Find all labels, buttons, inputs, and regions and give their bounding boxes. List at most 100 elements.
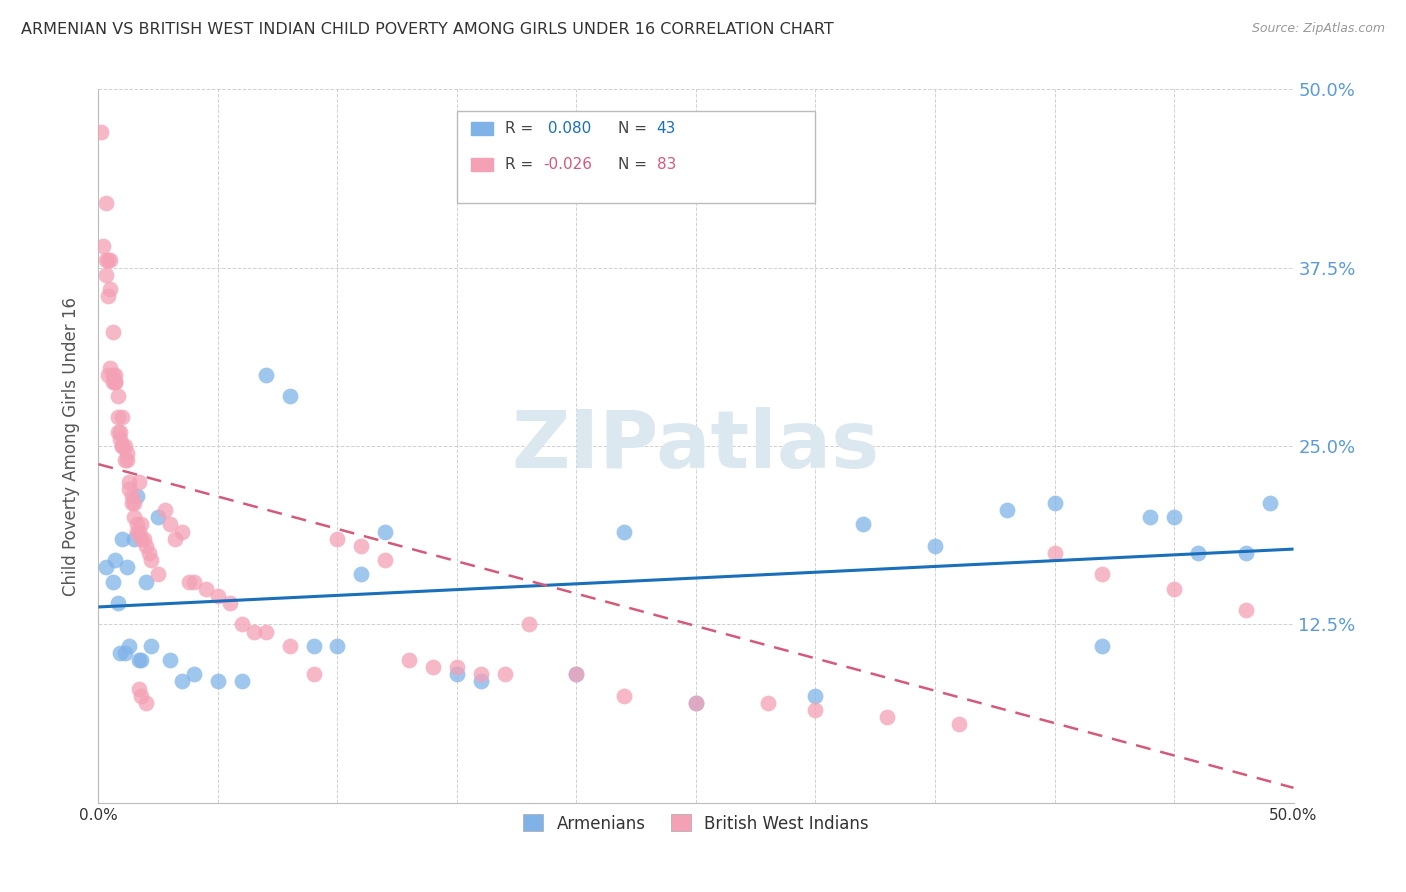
Text: N =: N = [619,157,652,171]
Point [159,653,181,667]
Point [139,639,162,653]
Point [118,482,141,496]
Point [155,503,177,517]
Point [114,646,136,660]
Point [183,574,205,589]
Point [115,453,138,467]
Point [422,660,444,674]
Point [398,653,420,667]
Text: ARMENIAN VS BRITISH WEST INDIAN CHILD POVERTY AMONG GIRLS UNDER 16 CORRELATION C: ARMENIAN VS BRITISH WEST INDIAN CHILD PO… [21,22,834,37]
Point [111,532,134,546]
Point [98,253,122,268]
Point [132,532,155,546]
Point [948,717,970,731]
Point [1258,496,1281,510]
Point [172,524,194,539]
Point [1043,496,1066,510]
Point [326,532,349,546]
Point [108,425,131,439]
Point [98,282,122,296]
Point [108,432,131,446]
Point [163,532,186,546]
Text: R =: R = [505,121,538,136]
Text: 0.080: 0.080 [543,121,592,136]
Text: 43: 43 [657,121,676,136]
Point [195,582,218,596]
Point [131,517,153,532]
Point [470,667,492,681]
Point [135,696,157,710]
Point [207,674,229,689]
Text: R =: R = [505,157,538,171]
Point [565,667,588,681]
Point [207,589,229,603]
Point [111,439,134,453]
Point [101,375,124,389]
Point [115,446,138,460]
Point [128,475,150,489]
Y-axis label: Child Poverty Among Girls Under 16: Child Poverty Among Girls Under 16 [62,296,80,596]
Point [374,553,396,567]
Point [97,289,120,303]
Point [131,689,153,703]
Point [139,553,162,567]
Point [118,639,141,653]
Point [1091,639,1114,653]
Point [302,667,325,681]
Point [101,325,124,339]
Point [121,489,143,503]
Point [172,674,194,689]
Point [1187,546,1209,560]
Point [131,532,153,546]
Point [128,524,150,539]
Point [94,268,117,282]
Point [107,425,129,439]
Point [1139,510,1161,524]
Point [613,689,636,703]
Point [114,439,136,453]
Point [107,596,129,610]
Point [804,689,827,703]
Point [924,539,946,553]
Point [104,375,127,389]
Point [108,646,131,660]
Point [125,524,148,539]
Point [1043,546,1066,560]
Point [183,667,205,681]
Point [446,660,468,674]
Point [685,696,707,710]
Point [94,560,117,574]
Point [1163,582,1185,596]
Text: ZIPatlas: ZIPatlas [512,407,880,485]
Point [97,368,120,382]
Point [111,410,134,425]
Legend: Armenians, British West Indians: Armenians, British West Indians [515,806,877,841]
Point [565,667,588,681]
Point [756,696,779,710]
Point [124,496,146,510]
FancyBboxPatch shape [471,158,494,170]
Point [115,560,138,574]
Point [128,681,150,696]
Point [138,546,160,560]
Point [98,360,122,375]
Point [107,410,129,425]
Point [302,639,325,653]
Point [326,639,349,653]
Point [104,375,127,389]
Point [494,667,516,681]
Point [135,539,157,553]
Point [111,439,134,453]
Point [94,196,117,211]
Point [1163,510,1185,524]
Point [118,475,141,489]
Point [254,624,277,639]
Point [124,510,146,524]
Point [219,596,242,610]
Point [613,524,636,539]
Point [135,574,157,589]
Point [131,653,153,667]
Point [179,574,201,589]
Point [254,368,277,382]
Point [128,653,150,667]
